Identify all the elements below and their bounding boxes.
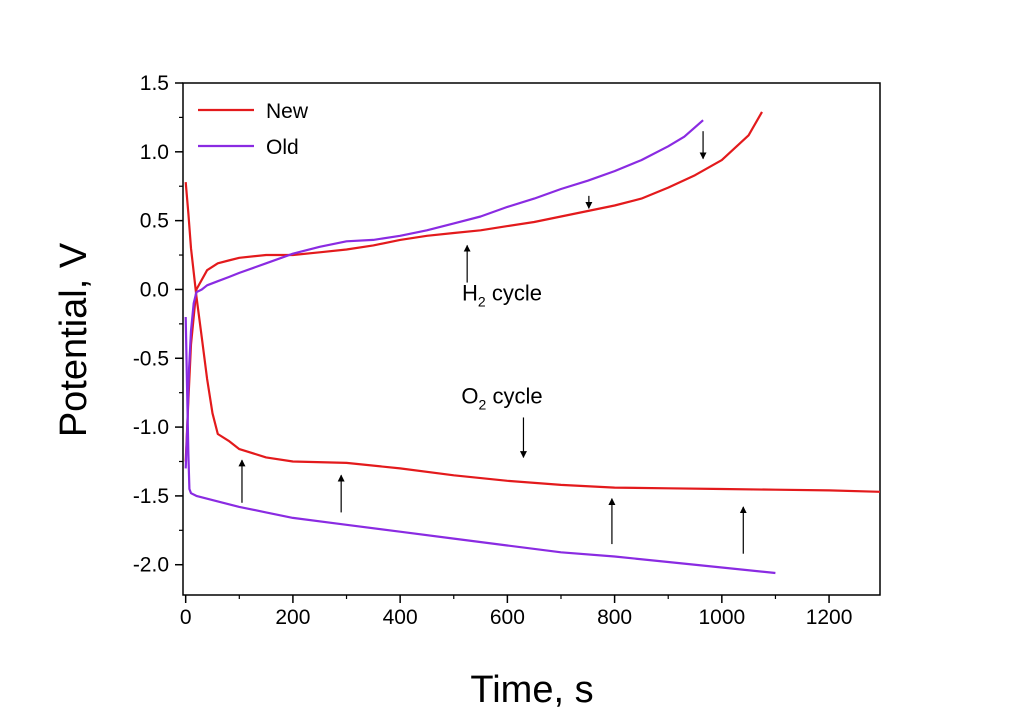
plot-frame [182, 82, 881, 596]
annotation-o2-cycle: O2 cycle [461, 384, 542, 413]
tick-layer: 0 200 400 600 800 1000 1200 1.5 1.0 0.5 0.0 -0.5 -1.… [133, 72, 853, 629]
annotation-o2-letter: O [461, 384, 478, 409]
y-tick-label: -1.5 [133, 485, 169, 508]
legend-label-new: New [266, 100, 309, 123]
x-axis-title: Time, s [470, 669, 593, 711]
annotation-h2-suffix: cycle [486, 280, 542, 305]
y-tick-label: 1.5 [140, 72, 169, 95]
y-tick-label: 0.5 [140, 210, 169, 233]
y-tick-label: -0.5 [133, 347, 169, 370]
arrow-layer [238, 131, 747, 554]
x-tick-label: 200 [275, 606, 310, 629]
annotation-h2-subscript: 2 [478, 293, 486, 309]
y-tick-label: 1.0 [140, 141, 169, 164]
series-new-o2-line [184, 182, 881, 493]
annotation-o2-suffix: cycle [486, 384, 542, 409]
annotation-h2-cycle: H2 cycle [462, 280, 542, 309]
x-tick-label: 0 [180, 606, 192, 629]
annotation-o2-subscript: 2 [479, 397, 487, 413]
y-tick-label: -2.0 [133, 554, 169, 577]
legend: New Old [198, 100, 309, 159]
series-old-o2-line [184, 316, 776, 575]
y-tick-label: 0.0 [140, 278, 169, 301]
series-old-h2-line [184, 119, 704, 469]
legend-label-old: Old [266, 136, 299, 159]
x-tick-label: 400 [383, 606, 418, 629]
annotation-h2-letter: H [462, 280, 478, 305]
x-tick-label: 1200 [806, 606, 853, 629]
y-tick-label: -1.0 [133, 416, 169, 439]
x-tick-label: 800 [597, 606, 632, 629]
x-tick-label: 600 [490, 606, 525, 629]
series-layer [184, 111, 881, 575]
x-tick-label: 1000 [698, 606, 745, 629]
y-axis-title: Potential, V [53, 242, 95, 437]
series-new-h2-line [184, 111, 763, 462]
